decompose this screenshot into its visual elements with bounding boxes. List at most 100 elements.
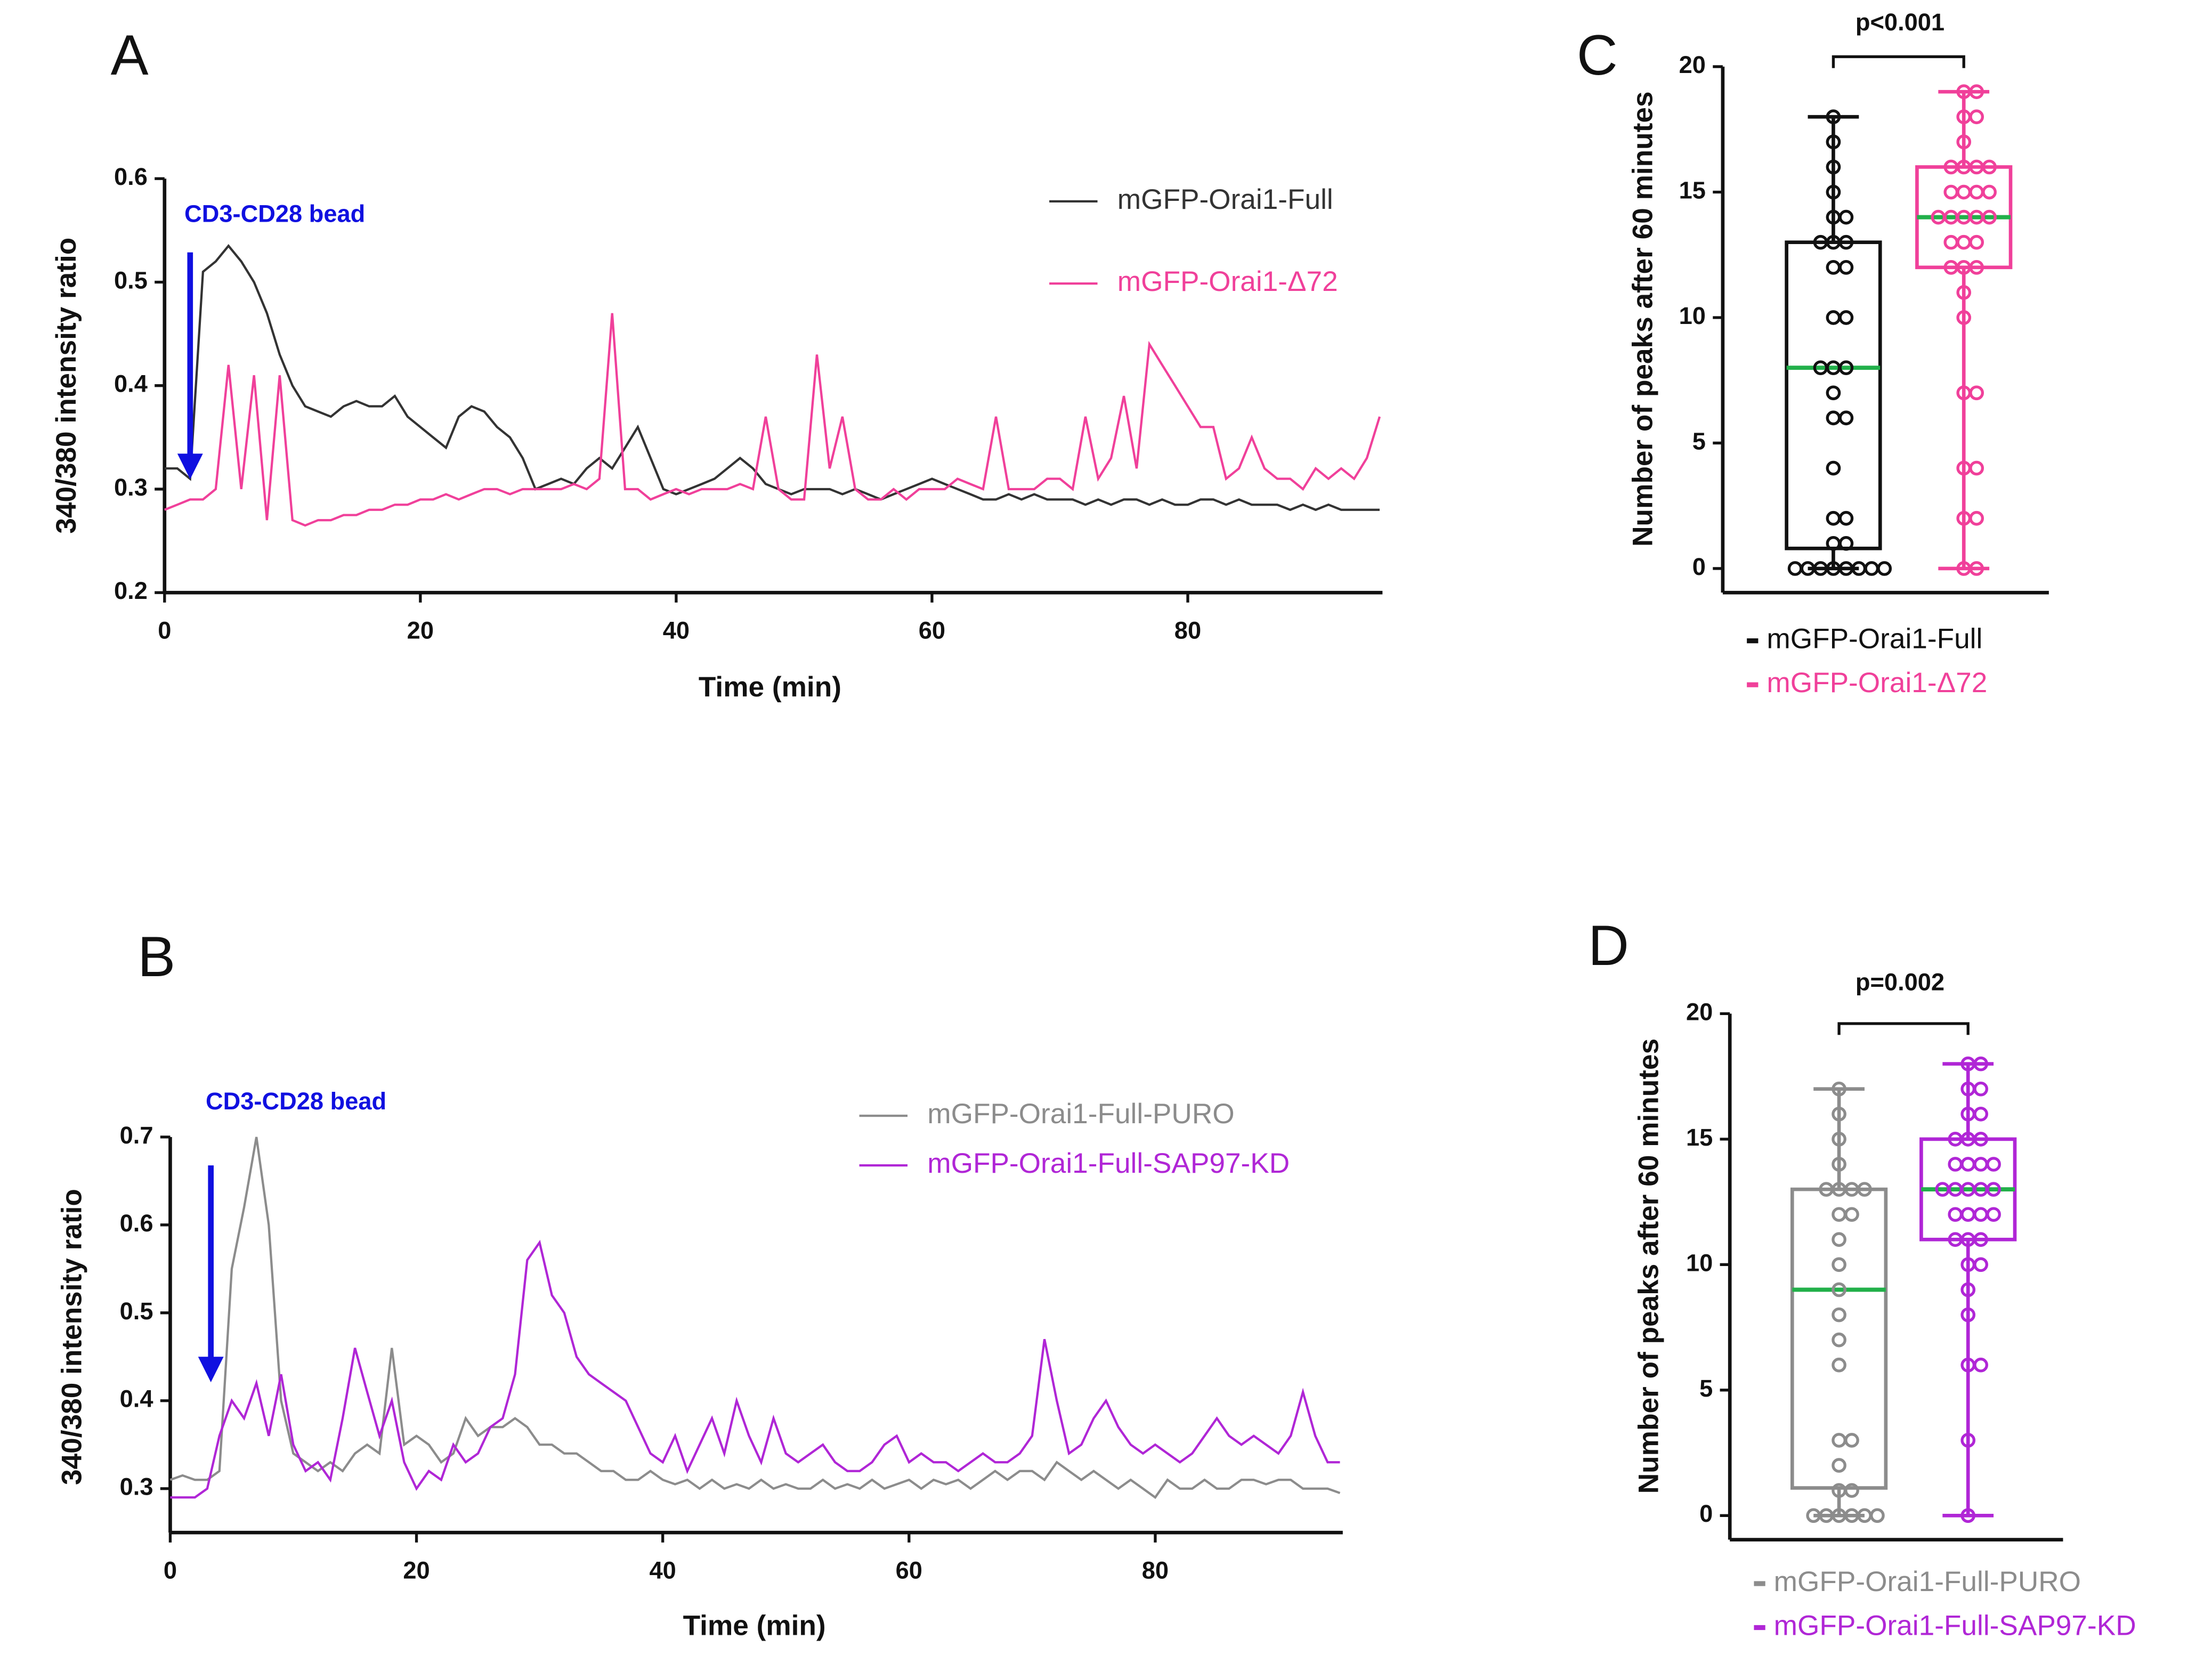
y-tick-label: 0.2 — [114, 577, 148, 604]
data-point — [1948, 1157, 1963, 1172]
data-point — [1982, 184, 1997, 200]
data-point — [1838, 360, 1854, 376]
data-point — [1935, 1182, 1950, 1197]
x-tick-label: 60 — [919, 617, 945, 644]
data-point — [1838, 410, 1854, 426]
y-axis-title: Number of peaks after 60 minutes — [1627, 91, 1659, 546]
data-point — [1948, 1132, 1963, 1147]
y-tick-label: 15 — [1686, 1124, 1713, 1151]
data-point — [1969, 561, 1984, 576]
y-axis-title: 340/380 intensity ratio — [51, 238, 82, 534]
x-tick-label: 80 — [1174, 617, 1201, 644]
data-point — [1832, 1232, 1846, 1247]
legend-label: mGFP-Orai1-Full-SAP97-KD — [1774, 1610, 2136, 1642]
data-point — [1969, 84, 1984, 99]
data-point — [1832, 1132, 1846, 1147]
data-point — [1943, 184, 1959, 200]
data-point — [1832, 1106, 1846, 1122]
data-point — [1969, 460, 1984, 476]
box — [1785, 240, 1882, 550]
significance-bracket — [1832, 55, 1965, 68]
data-line — [170, 1239, 1340, 1499]
x-tick-label: 40 — [663, 617, 690, 644]
data-line — [164, 313, 1381, 527]
data-point — [1943, 259, 1959, 275]
y-tick-label: 0.6 — [120, 1210, 153, 1237]
y-tick-label: 15 — [1679, 176, 1706, 204]
data-point — [1948, 1232, 1963, 1247]
y-tick-label: 0.6 — [114, 163, 148, 190]
panel-letter: A — [111, 23, 149, 87]
data-point — [1806, 1508, 1821, 1523]
data-point — [1870, 1508, 1885, 1523]
data-point — [1973, 1357, 1988, 1373]
data-point — [1844, 1483, 1859, 1498]
y-tick-label: 0.3 — [120, 1473, 153, 1500]
data-point — [1969, 259, 1984, 275]
data-point — [1969, 109, 1984, 125]
data-point — [1973, 1232, 1988, 1247]
data-point — [1832, 1458, 1846, 1473]
data-point — [1973, 1257, 1988, 1272]
y-tick-label: 20 — [1679, 51, 1706, 78]
x-axis-title: Time (min) — [683, 1610, 826, 1642]
data-point — [1844, 1433, 1859, 1448]
data-point — [1969, 385, 1984, 401]
y-tick-label: 5 — [1692, 427, 1706, 455]
data-point — [1813, 234, 1828, 250]
data-point — [1826, 460, 1841, 476]
data-point — [1844, 1207, 1859, 1222]
data-point — [1956, 285, 1972, 300]
data-point — [1943, 159, 1959, 175]
box — [1790, 1187, 1888, 1490]
x-tick-label: 0 — [158, 617, 171, 644]
data-point — [1819, 1182, 1834, 1197]
panel-letter: B — [137, 925, 175, 988]
data-point — [1956, 134, 1972, 150]
data-point — [1973, 1132, 1988, 1147]
data-line — [164, 244, 1380, 512]
data-point — [1832, 1081, 1846, 1097]
x-tick-label: 80 — [1142, 1557, 1169, 1584]
y-axis-title: 340/380 intensity ratio — [56, 1189, 88, 1485]
x-tick-label: 20 — [403, 1557, 430, 1584]
data-point — [1826, 134, 1841, 150]
data-point — [1787, 561, 1803, 576]
annotation: CD3-CD28 bead — [184, 200, 365, 227]
data-point — [1960, 1508, 1976, 1523]
y-tick-label: 0.5 — [114, 266, 148, 294]
data-point — [1832, 1332, 1846, 1348]
significance-bracket — [1837, 1022, 1970, 1035]
data-point — [1838, 234, 1854, 250]
data-point — [1832, 1282, 1846, 1297]
data-point — [1960, 1282, 1976, 1297]
data-point — [1973, 1106, 1988, 1122]
y-tick-label: 0.7 — [120, 1122, 153, 1149]
x-tick-label: 40 — [650, 1557, 676, 1584]
data-point — [1832, 1257, 1846, 1272]
data-point — [1826, 109, 1841, 125]
legend-label: mGFP-Orai1-Full — [1117, 184, 1333, 215]
data-point — [1986, 1157, 2001, 1172]
y-tick-label: 0.4 — [114, 370, 148, 398]
data-point — [1857, 1182, 1872, 1197]
panel: B 0 20 40 60 80 0.3 0.4 0.5 0.6 0.7 Time (min) 340/3… — [56, 925, 1343, 1642]
legend-label: mGFP-Orai1-Full-SAP97-KD — [927, 1148, 1290, 1179]
data-point — [1838, 510, 1854, 526]
y-tick-label: 20 — [1686, 998, 1713, 1025]
y-tick-label: 10 — [1679, 302, 1706, 329]
panel-letter: D — [1588, 914, 1629, 977]
x-tick-label: 0 — [164, 1557, 177, 1584]
data-point — [1832, 1357, 1846, 1373]
data-point — [1838, 259, 1854, 275]
data-point — [1956, 310, 1972, 325]
legend-label: mGFP-Orai1-Full-PURO — [1774, 1566, 2081, 1597]
data-point — [1826, 385, 1841, 401]
data-point — [1973, 1056, 1988, 1072]
annotation: CD3-CD28 bead — [206, 1088, 386, 1115]
x-tick-label: 60 — [896, 1557, 922, 1584]
data-point — [1826, 159, 1841, 175]
arrow-head — [198, 1357, 224, 1383]
legend-label: mGFP-Orai1-Full-PURO — [927, 1098, 1234, 1130]
